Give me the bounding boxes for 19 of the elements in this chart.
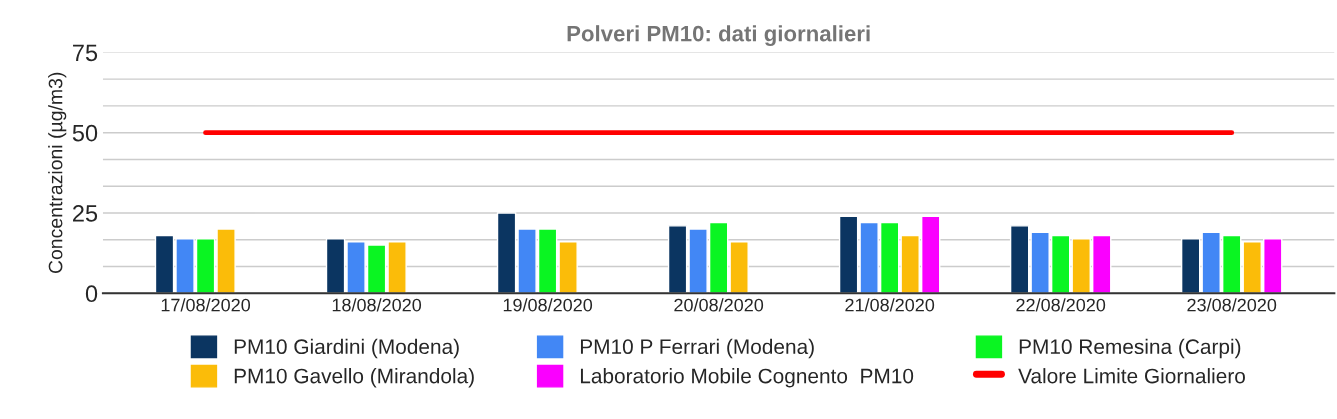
legend-label: PM10 Giardini (Modena) [234,338,459,359]
x-tick-label: 17/08/2020 [161,298,251,312]
chart-title: Polveri PM10: dati giornalieri [567,25,870,46]
legend-label: Valore Limite Giornaliero [1018,368,1245,384]
legend-label: PM10 Gavello (Mirandola) [234,368,474,388]
x-tick-label: 19/08/2020 [503,298,593,312]
y-tick-label: 0 [85,285,98,303]
legend-label: Laboratorio Mobile Cognento PM10 [580,368,914,388]
legend-label: PM10 P Ferrari (Modena) [580,338,814,359]
x-tick-label: 20/08/2020 [674,298,764,312]
x-tick-label: 22/08/2020 [1016,298,1106,312]
legend-label: PM10 Remesina (Carpi) [1019,338,1241,359]
y-tick-label: 50 [72,124,98,142]
y-tick-label: 75 [73,44,98,62]
y-tick-label: 25 [73,205,98,222]
x-tick-label: 18/08/2020 [332,298,422,312]
x-tick-label: 21/08/2020 [845,298,935,312]
y-axis-title: Concentrazioni (µg/m3) [48,72,67,274]
x-tick-label: 23/08/2020 [1187,298,1277,312]
